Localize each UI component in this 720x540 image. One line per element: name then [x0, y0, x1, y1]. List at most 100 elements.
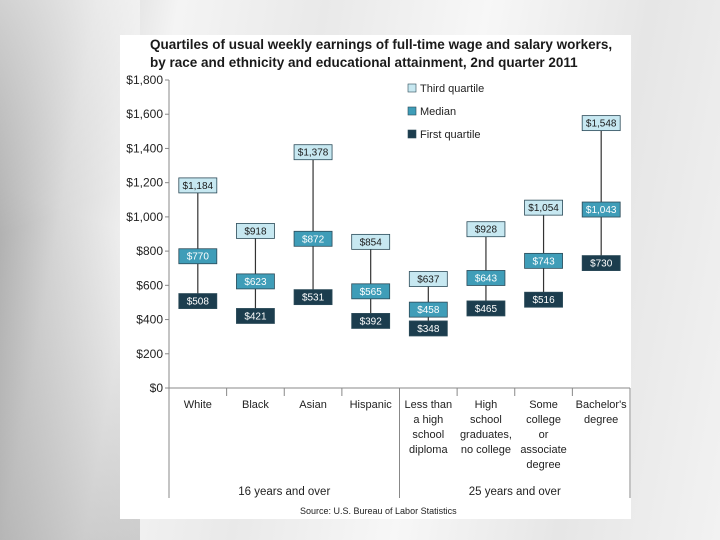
third-quartile-label-box — [524, 199, 563, 216]
third-quartile-label-text: $1,378 — [298, 148, 329, 159]
first-quartile-label-text: $392 — [360, 316, 383, 327]
third-quartile-label-box — [466, 221, 506, 238]
category-label: no college — [461, 444, 511, 456]
y-tick-label: $1,600 — [126, 107, 163, 121]
third-quartile-label-text: $1,054 — [528, 203, 559, 214]
first-quartile-label-box — [408, 320, 448, 337]
y-tick-label: $1,800 — [126, 73, 163, 87]
first-quartile-label: $348 — [408, 320, 448, 337]
y-tick-label: $200 — [136, 347, 163, 361]
first-quartile-label-box — [581, 255, 621, 271]
category-label: Black — [242, 399, 269, 411]
third-quartile-label-text: $1,184 — [183, 181, 214, 192]
box-plot-chart: Quartiles of usual weekly earnings of fu… — [126, 37, 631, 516]
y-tick-label: $1,000 — [126, 210, 163, 224]
y-tick-label: $600 — [136, 278, 163, 292]
category-label: degree — [584, 414, 618, 426]
first-quartile-label-text: $421 — [244, 311, 267, 322]
category-label: High — [475, 399, 498, 411]
median-label-box — [581, 201, 621, 218]
first-quartile-label: $465 — [466, 300, 506, 317]
first-quartile-label-box — [293, 289, 333, 306]
category-label: Asian — [299, 399, 327, 411]
chart-title-line-2: by race and ethnicity and educational at… — [150, 55, 578, 70]
chart-source: Source: U.S. Bureau of Labor Statistics — [300, 506, 457, 516]
first-quartile-label-text: $508 — [187, 297, 210, 308]
category-label: Less than — [404, 399, 452, 411]
median-label-text: $1,043 — [586, 205, 617, 216]
median-label-box — [466, 270, 506, 286]
category-label: graduates, — [460, 429, 512, 441]
y-tick-label: $0 — [150, 381, 164, 395]
legend-swatch — [407, 129, 417, 139]
third-quartile-label-box — [408, 271, 448, 287]
median-label-text: $623 — [244, 277, 267, 288]
third-quartile-label: $637 — [408, 271, 448, 287]
legend-swatch — [407, 83, 417, 93]
category-label: diploma — [409, 444, 448, 456]
median-label-text: $458 — [417, 305, 440, 316]
third-quartile-label: $1,054 — [524, 199, 563, 216]
third-quartile-label: $1,548 — [581, 115, 621, 132]
median-label-text: $643 — [475, 273, 498, 284]
first-quartile-label: $730 — [581, 255, 621, 271]
first-quartile-label-box — [524, 291, 563, 308]
background-decoration — [0, 0, 140, 540]
legend-label: Third quartile — [420, 83, 484, 95]
third-quartile-label-text: $1,548 — [586, 119, 617, 130]
third-quartile-label: $1,184 — [178, 177, 218, 194]
chart-title-line-1: Quartiles of usual weekly earnings of fu… — [150, 37, 612, 52]
category-label: Hispanic — [350, 399, 393, 411]
third-quartile-label-box — [581, 115, 621, 132]
median-label: $1,043 — [581, 201, 621, 218]
chart-marks: $1,184 $770 $508 $918 $623 $421 $1,378 $872 $531… — [178, 115, 621, 337]
median-label-box — [408, 301, 448, 318]
category-label: Some — [529, 399, 558, 411]
median-label: $643 — [466, 270, 506, 286]
first-quartile-label: $516 — [524, 291, 563, 308]
third-quartile-label-text: $637 — [417, 275, 440, 286]
first-quartile-label: $421 — [236, 308, 275, 324]
legend: Third quartile Median First quartile — [407, 83, 484, 141]
median-label-box — [178, 248, 218, 265]
group-label: 25 years and over — [469, 486, 561, 498]
first-quartile-label-text: $531 — [302, 293, 325, 304]
third-quartile-label: $928 — [466, 221, 506, 238]
median-label-text: $872 — [302, 234, 325, 245]
median-label: $458 — [408, 301, 448, 318]
legend-swatch — [407, 106, 417, 116]
third-quartile-label-text: $854 — [360, 237, 383, 248]
first-quartile-label-box — [236, 308, 275, 324]
median-label-box — [236, 273, 275, 290]
y-tick-label: $400 — [136, 313, 163, 327]
first-quartile-label-box — [178, 293, 218, 309]
y-tick-label: $800 — [136, 244, 163, 258]
median-label-box — [351, 283, 391, 300]
category-label: college — [526, 414, 561, 426]
group-label: 16 years and over — [238, 486, 330, 498]
category-label: Bachelor's — [576, 399, 628, 411]
first-quartile-label: $508 — [178, 293, 218, 309]
first-quartile-label: $531 — [293, 289, 333, 306]
first-quartile-label-text: $516 — [532, 295, 555, 306]
median-label-text: $743 — [532, 256, 555, 267]
median-label-box — [524, 252, 563, 269]
first-quartile-label-text: $730 — [590, 259, 613, 270]
median-label: $872 — [293, 230, 333, 247]
median-label: $743 — [524, 252, 563, 269]
median-label: $770 — [178, 248, 218, 265]
third-quartile-label-box — [236, 223, 275, 239]
category-label: a high — [413, 414, 443, 426]
category-label: associate — [520, 444, 566, 456]
third-quartile-label-box — [351, 233, 391, 250]
third-quartile-label: $918 — [236, 223, 275, 239]
median-label-box — [293, 230, 333, 247]
y-tick-label: $1,400 — [126, 141, 163, 155]
category-label: school — [470, 414, 502, 426]
median-label: $565 — [351, 283, 391, 300]
third-quartile-label-box — [293, 144, 333, 161]
median-label-text: $565 — [360, 287, 383, 298]
first-quartile-label-text: $348 — [417, 324, 440, 335]
legend-label: Median — [420, 106, 456, 118]
axes: $0 $200 $400 $600 $800 $1,000 $1,200 $1,400 $1,6… — [126, 73, 631, 498]
